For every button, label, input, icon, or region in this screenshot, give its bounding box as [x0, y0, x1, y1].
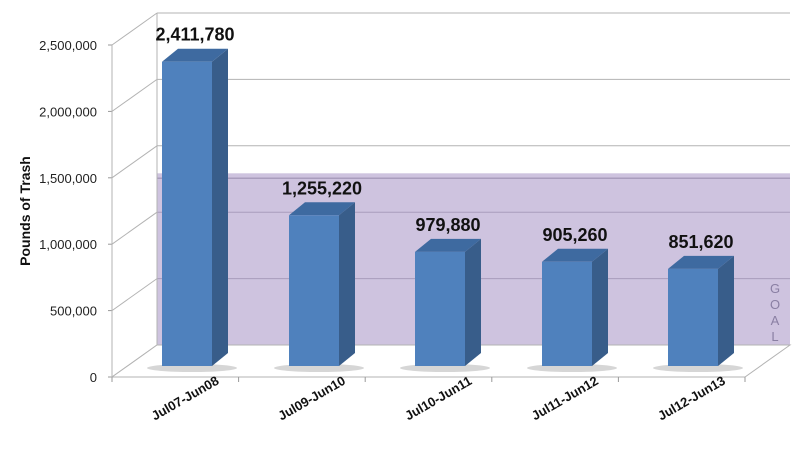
bar-side	[592, 248, 608, 366]
x-tick-label: Jul11-Jun12	[529, 373, 601, 423]
bar-top	[542, 248, 608, 262]
gridline-side	[111, 78, 158, 112]
data-label: 2,411,780	[155, 25, 234, 45]
gridline-side	[111, 278, 158, 312]
bar-side	[718, 255, 734, 366]
x-tick-label: Jul10-Jun11	[402, 373, 474, 423]
bar	[668, 268, 718, 366]
y-tick-label: 2,000,000	[39, 104, 97, 119]
goal-label-letter: G	[770, 281, 780, 296]
data-label: 1,255,220	[282, 178, 362, 198]
y-tick-label: 500,000	[50, 304, 97, 319]
data-label: 979,880	[415, 215, 480, 235]
x-tick-label: Jul12-Jun13	[655, 373, 728, 424]
x-tick-label: Jul07-Jun08	[149, 373, 222, 424]
bar	[542, 261, 592, 366]
bar-top	[415, 238, 481, 252]
bar-group: 851,620	[653, 232, 743, 372]
bar-top	[668, 255, 734, 269]
bar-side	[465, 238, 481, 366]
goal-label-letter: L	[771, 329, 778, 344]
data-label: 851,620	[668, 232, 733, 252]
y-tick-label: 2,500,000	[39, 38, 97, 53]
gridline-side	[111, 12, 158, 46]
goal-label-letter: A	[771, 313, 780, 328]
data-label: 905,260	[542, 225, 607, 245]
bar	[415, 251, 465, 366]
bar-top	[289, 202, 355, 216]
bar	[162, 61, 212, 367]
y-tick-label: 0	[90, 370, 97, 385]
gridline-side	[111, 211, 158, 245]
bar-side	[212, 48, 228, 367]
bar-group: 2,411,780	[147, 25, 237, 372]
bar-group: 905,260	[527, 225, 617, 372]
bar-top	[162, 48, 228, 62]
bar	[289, 215, 339, 366]
bar-side	[339, 202, 355, 366]
bar-group: 1,255,220	[274, 178, 364, 372]
y-tick-label: 1,000,000	[39, 237, 97, 252]
x-tick-label: Jul09-Jun10	[275, 373, 348, 424]
bar-group: 979,880	[400, 215, 490, 372]
y-axis-label: Pounds of Trash	[17, 156, 33, 266]
y-tick-label: 1,500,000	[39, 171, 97, 186]
goal-label-letter: O	[770, 297, 780, 312]
gridline-side	[111, 145, 158, 179]
